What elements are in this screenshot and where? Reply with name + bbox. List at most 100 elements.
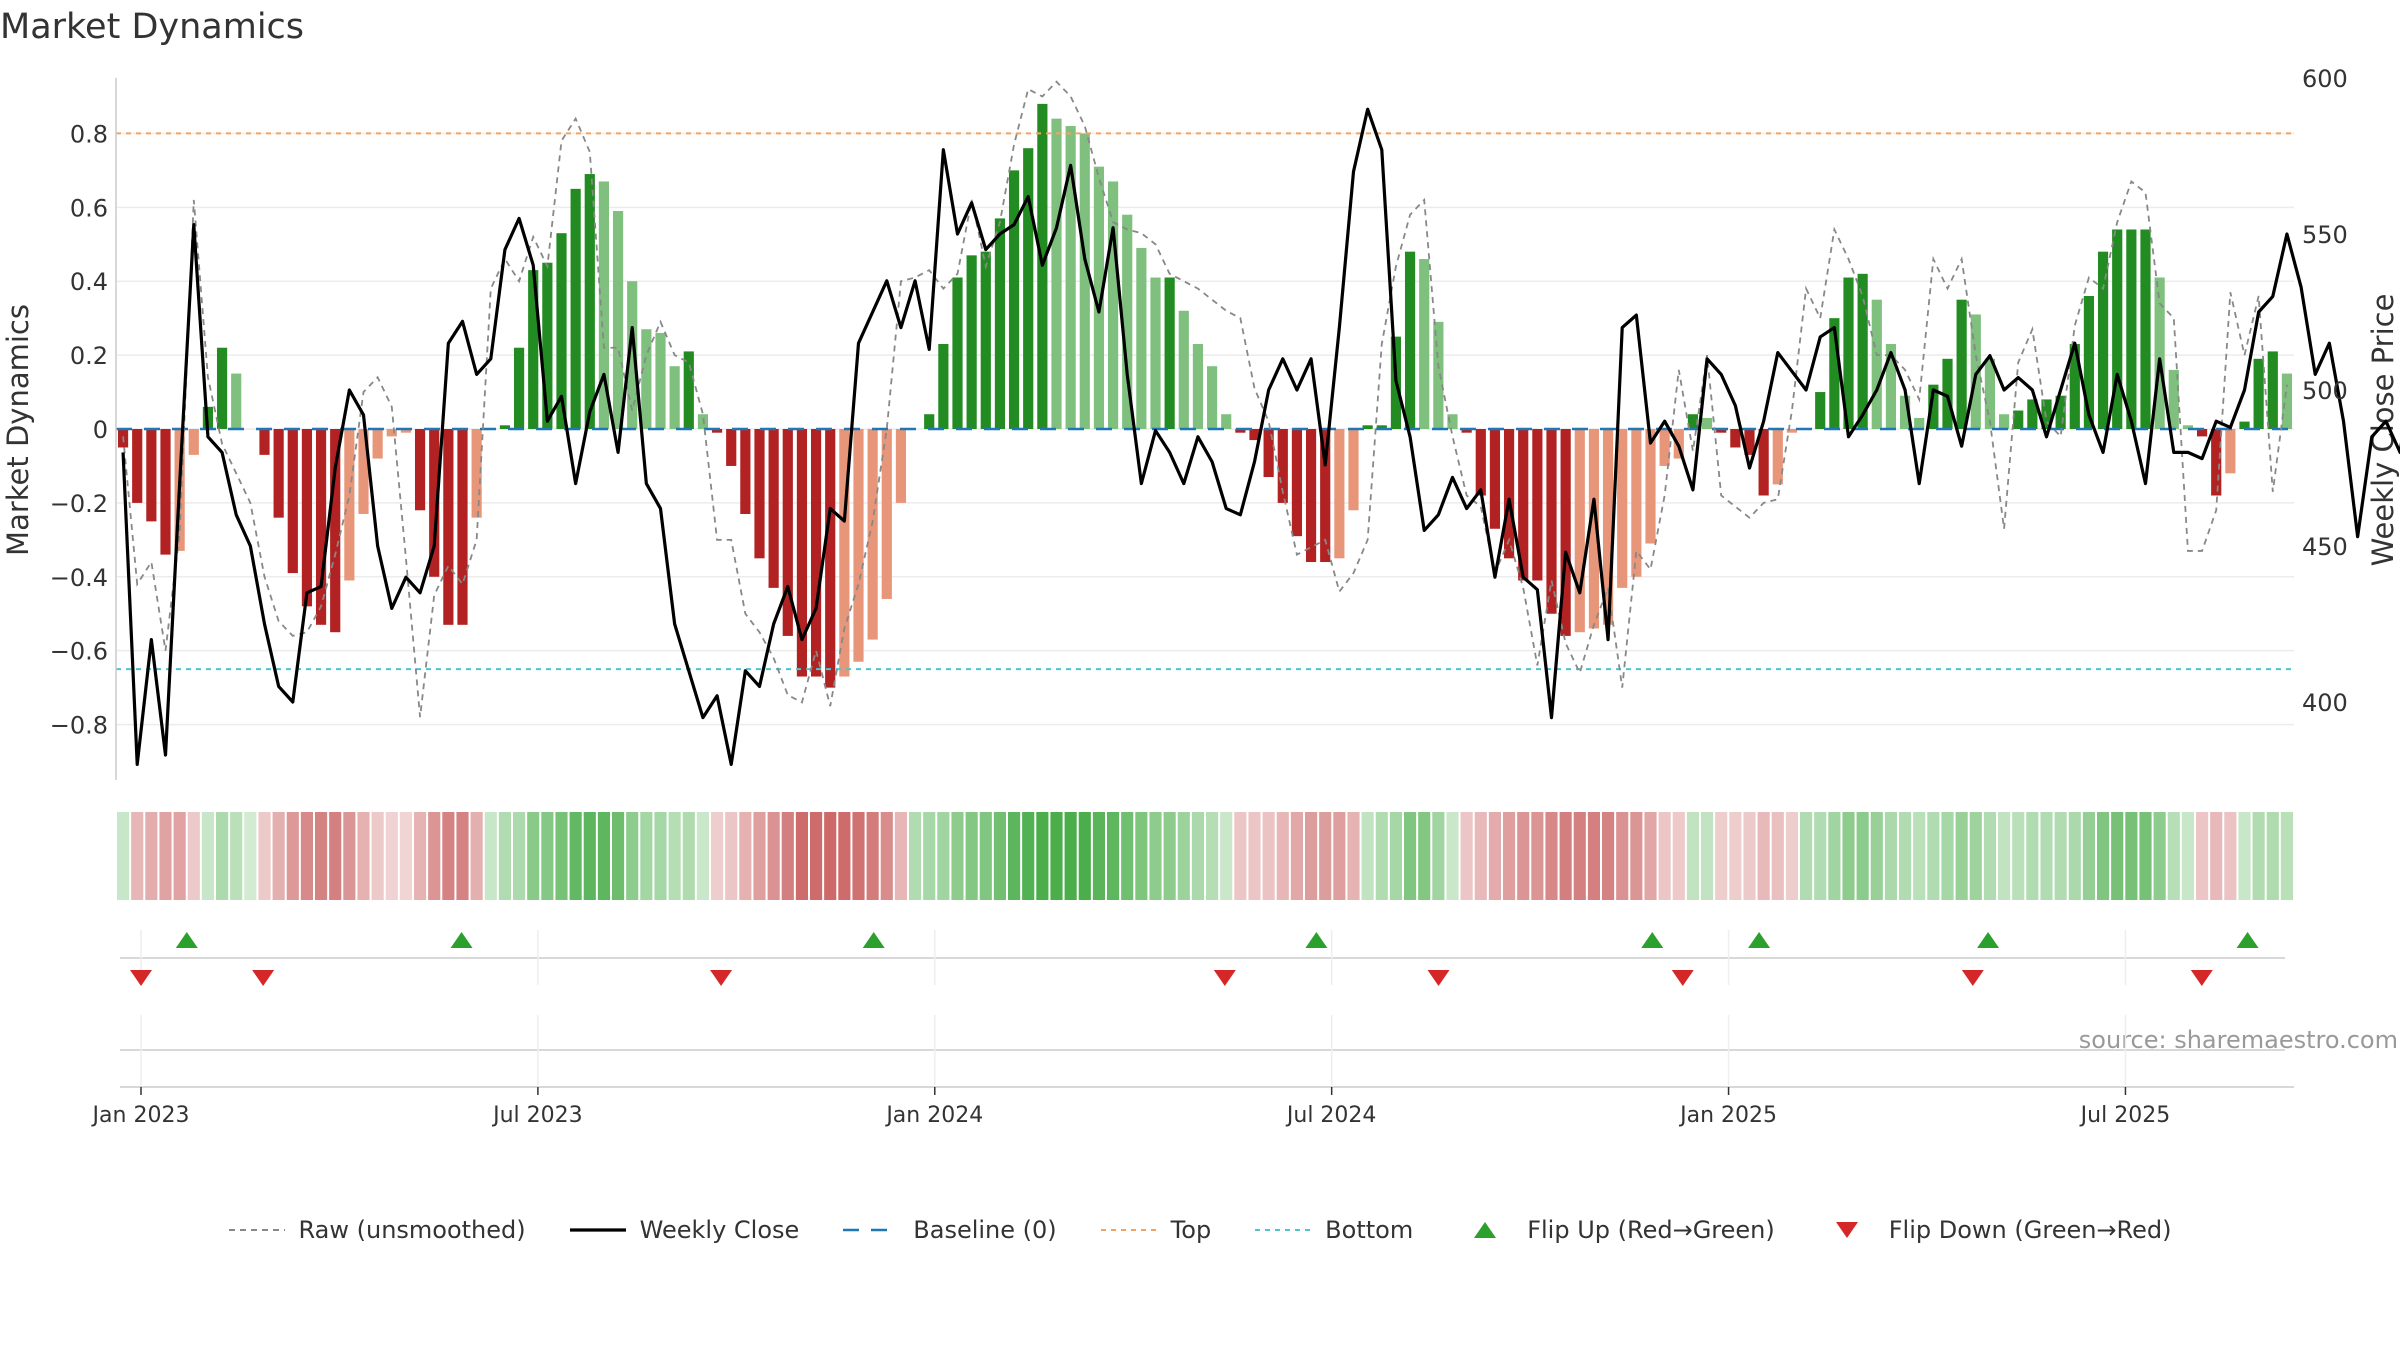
dynamics-bar — [1829, 318, 1840, 429]
heatmap-cell — [1941, 812, 1954, 900]
heatmap-cell — [2238, 812, 2251, 900]
chart-title: Market Dynamics — [0, 7, 304, 47]
dynamics-bar — [584, 174, 595, 429]
heatmap-cell — [1785, 812, 1798, 900]
heatmap-cell — [1729, 812, 1742, 900]
flip-down-marker — [252, 970, 275, 986]
heatmap-cell — [1319, 812, 1332, 900]
legend-item-flip_down: Flip Down (Green→Red) — [1819, 1216, 2172, 1244]
dynamics-bar — [1560, 429, 1571, 636]
heatmap-cell — [1418, 812, 1431, 900]
flip-down-marker — [1961, 970, 1984, 986]
dynamics-bar — [429, 429, 440, 577]
heatmap-cell — [1644, 812, 1657, 900]
dynamics-bar — [344, 429, 355, 581]
legend: Raw (unsmoothed) Weekly Close Baseline (0)… — [0, 1210, 2400, 1250]
heatmap-cell — [1050, 812, 1063, 900]
heatmap-cell — [1955, 812, 1968, 900]
heatmap-cell — [923, 812, 936, 900]
dynamics-bar — [2041, 399, 2052, 429]
dynamics-bar — [1602, 429, 1614, 625]
dynamics-bar — [471, 429, 482, 518]
heatmap-cell — [1248, 812, 1261, 900]
dynamics-bar — [386, 429, 397, 437]
dynamics-bar — [1518, 429, 1529, 581]
dynamics-bar — [1914, 417, 1925, 429]
heatmap-cell — [1983, 812, 1996, 900]
dynamics-bar — [2267, 351, 2278, 429]
dynamics-bar — [1376, 425, 1387, 429]
dynamics-bar — [1051, 118, 1062, 430]
heatmap-cell — [866, 812, 879, 900]
dynamics-bar — [924, 414, 935, 429]
heatmap-cell — [343, 812, 356, 900]
heatmap-cell — [2181, 812, 2194, 900]
dynamics-bar — [1079, 133, 1090, 429]
dynamics-bar — [188, 429, 199, 455]
heatmap-cell — [1658, 812, 1671, 900]
legend-swatch-flip_down — [1835, 1222, 1858, 1238]
legend-swatch-flip_up — [1474, 1222, 1497, 1238]
flip-down-marker — [1671, 970, 1694, 986]
heatmap-cell — [2040, 812, 2053, 900]
heatmap-cell — [1842, 812, 1855, 900]
dynamics-bar — [938, 344, 949, 429]
dynamics-bar — [160, 429, 171, 555]
heatmap-cell — [1460, 812, 1473, 900]
heatmap-cell — [1135, 812, 1148, 900]
dynamics-bar — [627, 281, 638, 429]
dynamics-bar — [513, 347, 525, 429]
flip-up-marker — [1305, 932, 1328, 948]
legend-label: Baseline (0) — [913, 1216, 1057, 1244]
heatmap-cell — [1899, 812, 1912, 900]
dynamics-bar — [2211, 429, 2222, 496]
dynamics-bar — [839, 429, 850, 677]
dynamics-bar — [146, 429, 157, 522]
heatmap-cell — [1856, 812, 1869, 900]
dynamics-bar — [895, 429, 907, 503]
y-tick-label: 0.4 — [70, 268, 108, 296]
heatmap-cell — [739, 812, 752, 900]
heatmap-cell — [1191, 812, 1204, 900]
dynamics-bar — [1206, 366, 1218, 429]
y-tick-label: 0 — [93, 416, 108, 444]
heatmap-cell — [470, 812, 483, 900]
dynamics-bar — [132, 429, 143, 503]
heatmap-cell — [145, 812, 158, 900]
heatmap-cell — [2026, 812, 2039, 900]
dynamics-bar — [825, 429, 836, 688]
flip-up-marker — [1641, 932, 1664, 948]
dynamics-bar — [2239, 421, 2250, 429]
heatmap-cell — [1177, 812, 1190, 900]
dynamics-bar — [683, 351, 694, 429]
dynamics-bar — [1461, 429, 1472, 433]
heatmap-cell — [216, 812, 229, 900]
heatmap-cell — [1531, 812, 1544, 900]
heatmap-cell — [1064, 812, 1077, 900]
heatmap-cell — [1206, 812, 1219, 900]
flip-down-marker — [2190, 970, 2213, 986]
heatmap-cell — [1022, 812, 1035, 900]
flip-up-marker — [1748, 932, 1771, 948]
dynamics-bar — [726, 429, 737, 466]
dynamics-bar — [1489, 429, 1501, 529]
dynamics-bar — [2069, 344, 2080, 429]
heatmap-cell — [795, 812, 808, 900]
dynamics-bar — [1984, 358, 1996, 429]
heatmap-cell — [626, 812, 639, 900]
heatmap-cell — [244, 812, 257, 900]
heatmap-cell — [1545, 812, 1558, 900]
heatmap-cell — [371, 812, 384, 900]
dynamics-bar — [1786, 429, 1798, 433]
dynamics-bar — [1192, 344, 1204, 429]
flip-down-marker — [1213, 970, 1236, 986]
heatmap-cell — [767, 812, 780, 900]
x-tick-label: Jul 2025 — [2079, 1103, 2171, 1128]
heatmap-cell — [1262, 812, 1275, 900]
heatmap-cell — [937, 812, 950, 900]
dynamics-bar — [1433, 321, 1444, 429]
dynamics-bar — [655, 332, 666, 429]
dynamics-bar — [994, 218, 1006, 429]
dynamics-bar — [1122, 214, 1133, 429]
heatmap-cell — [428, 812, 441, 900]
